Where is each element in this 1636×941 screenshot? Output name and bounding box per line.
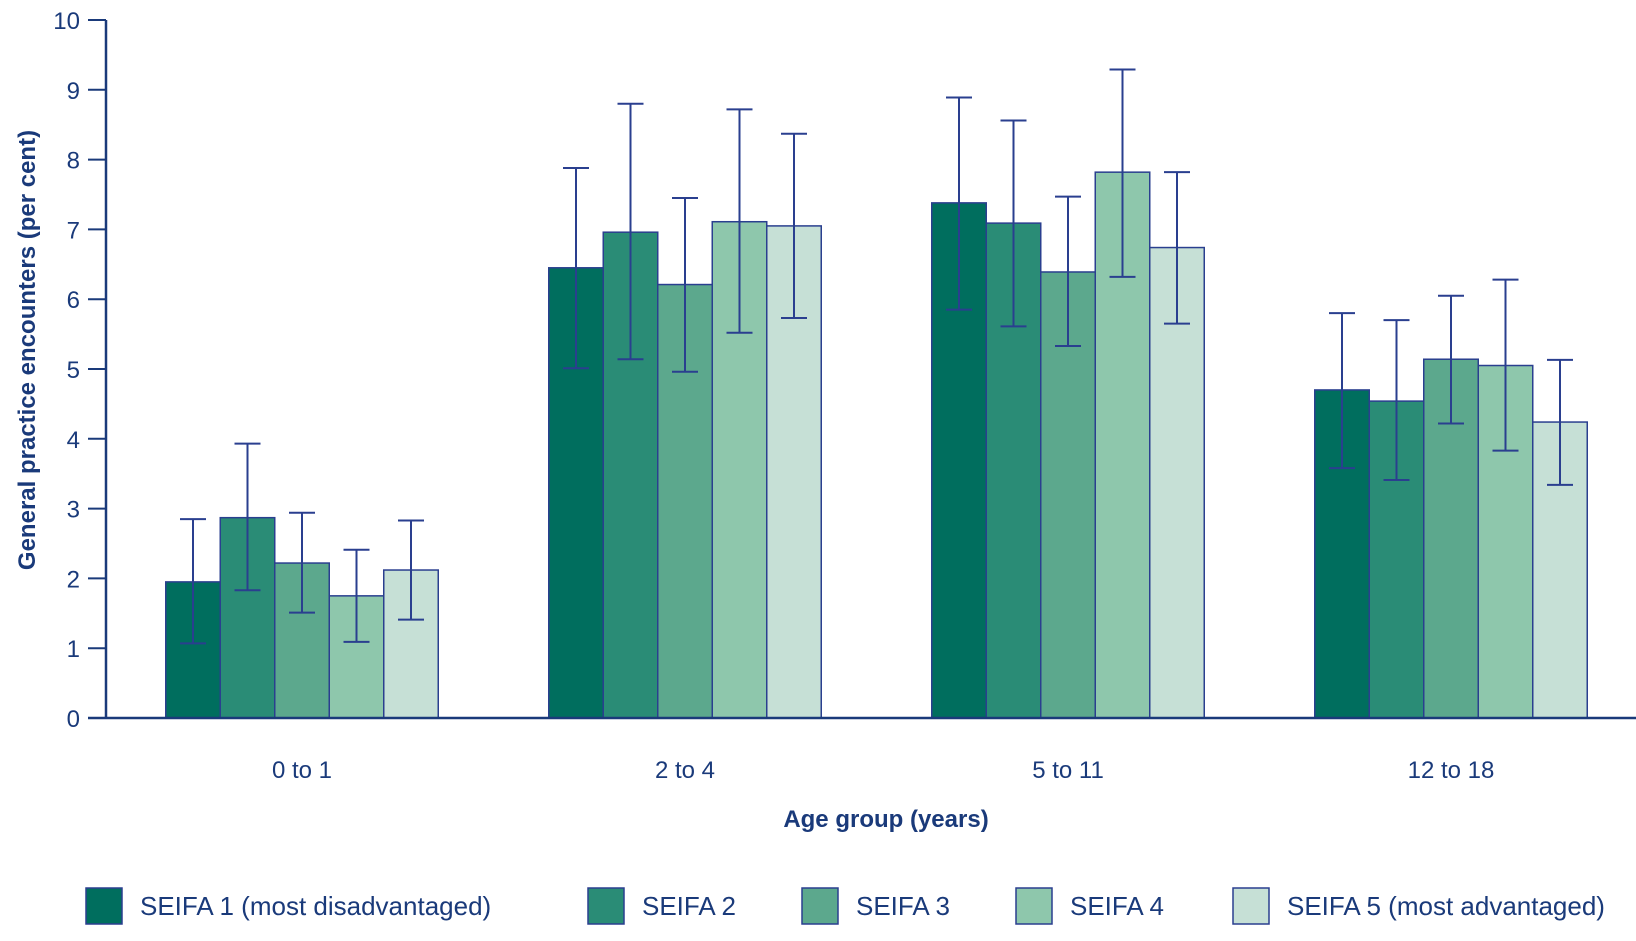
x-axis-title: Age group (years) — [783, 806, 988, 833]
legend-swatch — [85, 887, 123, 925]
legend-label: SEIFA 5 (most advantaged) — [1287, 891, 1605, 921]
y-tick-label: 10 — [53, 8, 80, 35]
bars — [165, 171, 1588, 719]
legend-label: SEIFA 1 (most disadvantaged) — [140, 891, 491, 921]
y-tick-label: 5 — [67, 357, 80, 384]
y-axis-title: General practice encounters (per cent) — [14, 130, 41, 570]
x-tick-label: 12 to 18 — [1408, 757, 1495, 784]
y-tick-label: 4 — [67, 427, 80, 454]
y-tick-label: 0 — [67, 706, 80, 733]
y-tick-label: 7 — [67, 217, 80, 244]
y-tick-label: 3 — [67, 497, 80, 524]
legend-swatch — [801, 887, 839, 925]
legend-label: SEIFA 2 — [642, 891, 736, 921]
legend-swatch — [1232, 887, 1270, 925]
legend-swatch — [587, 887, 625, 925]
legend-swatch — [1015, 887, 1053, 925]
y-tick-label: 2 — [67, 566, 80, 593]
y-tick-label: 8 — [67, 148, 80, 175]
y-tick-label: 1 — [67, 636, 80, 663]
y-tick-label: 9 — [67, 78, 80, 105]
bar — [1149, 246, 1205, 719]
error-bars — [180, 68, 1573, 645]
legend: SEIFA 1 (most disadvantaged) SEIFA 2 SEIFA… — [85, 887, 1605, 925]
legend-label: SEIFA 4 — [1070, 891, 1164, 921]
y-axis-ticks: 0 1 2 3 4 5 6 7 8 9 10 — [53, 8, 106, 733]
x-tick-label: 2 to 4 — [655, 757, 715, 784]
legend-label: SEIFA 3 — [856, 891, 950, 921]
x-tick-label: 5 to 11 — [1032, 757, 1104, 784]
x-axis-tick-labels: 0 to 1 2 to 4 5 to 11 12 to 18 — [272, 757, 1494, 784]
y-tick-label: 6 — [67, 287, 80, 314]
x-tick-label: 0 to 1 — [272, 757, 332, 784]
